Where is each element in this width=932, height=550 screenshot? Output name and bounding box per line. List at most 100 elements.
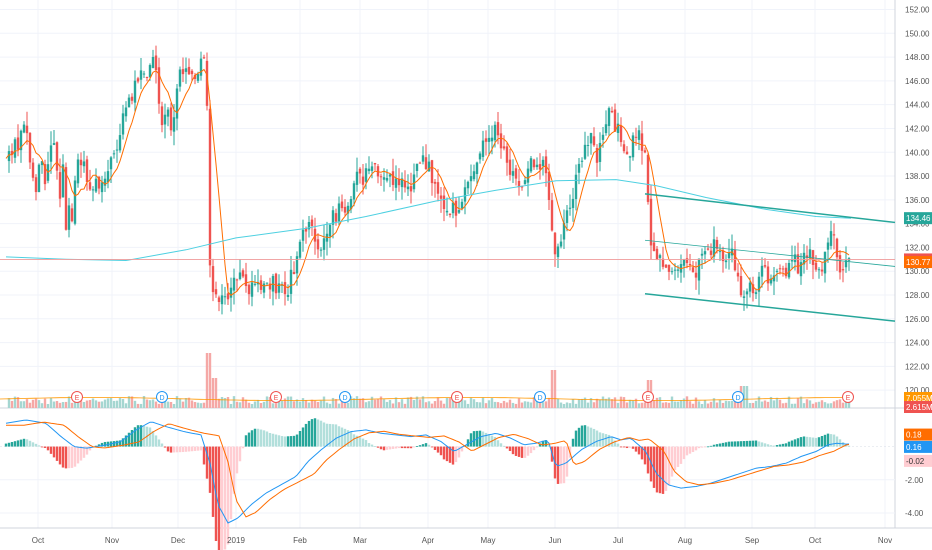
candle-body[interactable] [82, 161, 86, 167]
candle-body[interactable] [541, 159, 545, 167]
candle-body[interactable] [448, 213, 452, 216]
candle-body[interactable] [838, 255, 842, 273]
candle-body[interactable] [514, 168, 518, 179]
candle-body[interactable] [511, 171, 515, 176]
candle-body[interactable] [409, 186, 413, 192]
candle-body[interactable] [721, 250, 725, 262]
candle-body[interactable] [382, 177, 386, 180]
candle-body[interactable] [820, 269, 824, 272]
candle-body[interactable] [655, 248, 659, 260]
dividend-marker[interactable] [156, 391, 168, 403]
candle-body[interactable] [55, 142, 59, 171]
candle-body[interactable] [19, 130, 23, 151]
candle-body[interactable] [769, 278, 773, 284]
candle-body[interactable] [709, 250, 713, 255]
candle-body[interactable] [490, 137, 494, 142]
candle-body[interactable] [298, 241, 302, 258]
candle-body[interactable] [703, 251, 707, 255]
candle-body[interactable] [49, 145, 53, 162]
candle-body[interactable] [526, 168, 530, 183]
candle-body[interactable] [214, 289, 218, 295]
candle-body[interactable] [439, 195, 443, 199]
candle-body[interactable] [61, 164, 65, 198]
candle-body[interactable] [688, 263, 692, 265]
candle-body[interactable] [316, 239, 320, 250]
candle-body[interactable] [112, 153, 116, 155]
candle-body[interactable] [31, 162, 35, 178]
candle-body[interactable] [268, 283, 272, 290]
candle-body[interactable] [592, 136, 596, 146]
candle-body[interactable] [418, 162, 422, 164]
candle-body[interactable] [238, 272, 242, 280]
candle-body[interactable] [175, 88, 179, 119]
candle-body[interactable] [571, 198, 575, 208]
candle-body[interactable] [598, 142, 602, 162]
candle-body[interactable] [28, 132, 32, 163]
earnings-marker[interactable] [71, 391, 83, 403]
candle-body[interactable] [25, 125, 29, 134]
candle-body[interactable] [121, 113, 125, 135]
candle-body[interactable] [334, 213, 338, 222]
candle-body[interactable] [502, 146, 506, 149]
candle-body[interactable] [775, 270, 779, 272]
candle-body[interactable] [754, 292, 758, 295]
candle-body[interactable] [553, 232, 557, 255]
candle-body[interactable] [295, 256, 299, 274]
candle-body[interactable] [286, 294, 290, 298]
candle-body[interactable] [7, 151, 11, 162]
candle-body[interactable] [661, 258, 665, 267]
candle-body[interactable] [808, 249, 812, 258]
candle-body[interactable] [184, 68, 188, 72]
candle-body[interactable] [676, 269, 680, 271]
candle-body[interactable] [85, 159, 89, 182]
candle-body[interactable] [118, 135, 122, 151]
candle-body[interactable] [196, 74, 200, 81]
candle-body[interactable] [532, 159, 536, 168]
candle-body[interactable] [244, 274, 248, 287]
candle-body[interactable] [412, 174, 416, 190]
candle-body[interactable] [331, 210, 335, 225]
candle-body[interactable] [616, 123, 620, 133]
candle-body[interactable] [496, 122, 500, 136]
candle-body[interactable] [724, 260, 728, 263]
candle-body[interactable] [508, 159, 512, 175]
candle-body[interactable] [484, 138, 488, 142]
candle-body[interactable] [733, 249, 737, 271]
candle-body[interactable] [220, 295, 224, 305]
candle-body[interactable] [139, 70, 143, 80]
candle-body[interactable] [337, 203, 341, 222]
candle-body[interactable] [529, 158, 533, 172]
candle-body[interactable] [562, 222, 566, 240]
candle-body[interactable] [745, 291, 749, 295]
candle-body[interactable] [370, 166, 374, 171]
candle-body[interactable] [277, 283, 281, 293]
candle-body[interactable] [22, 124, 26, 133]
candle-body[interactable] [166, 109, 170, 117]
candle-body[interactable] [289, 269, 293, 294]
candle-body[interactable] [430, 160, 434, 184]
candle-body[interactable] [373, 163, 377, 165]
candle-body[interactable] [763, 265, 767, 267]
candle-body[interactable] [253, 283, 257, 285]
candle-body[interactable] [691, 267, 695, 273]
candle-body[interactable] [760, 265, 764, 277]
price-candles[interactable] [7, 45, 851, 315]
candle-body[interactable] [40, 161, 44, 166]
candle-body[interactable] [517, 180, 521, 188]
candle-body[interactable] [664, 264, 668, 268]
candle-body[interactable] [88, 182, 92, 190]
dividend-marker[interactable] [534, 391, 546, 403]
candle-body[interactable] [454, 200, 458, 216]
candle-body[interactable] [304, 228, 308, 232]
candle-body[interactable] [535, 164, 539, 168]
earnings-marker[interactable] [642, 391, 654, 403]
candle-body[interactable] [34, 177, 38, 193]
candle-body[interactable] [319, 249, 323, 251]
candle-body[interactable] [613, 109, 617, 132]
candle-body[interactable] [469, 176, 473, 182]
candle-body[interactable] [475, 162, 479, 175]
candle-body[interactable] [472, 171, 476, 180]
candle-body[interactable] [232, 277, 236, 291]
candle-body[interactable] [352, 183, 356, 200]
